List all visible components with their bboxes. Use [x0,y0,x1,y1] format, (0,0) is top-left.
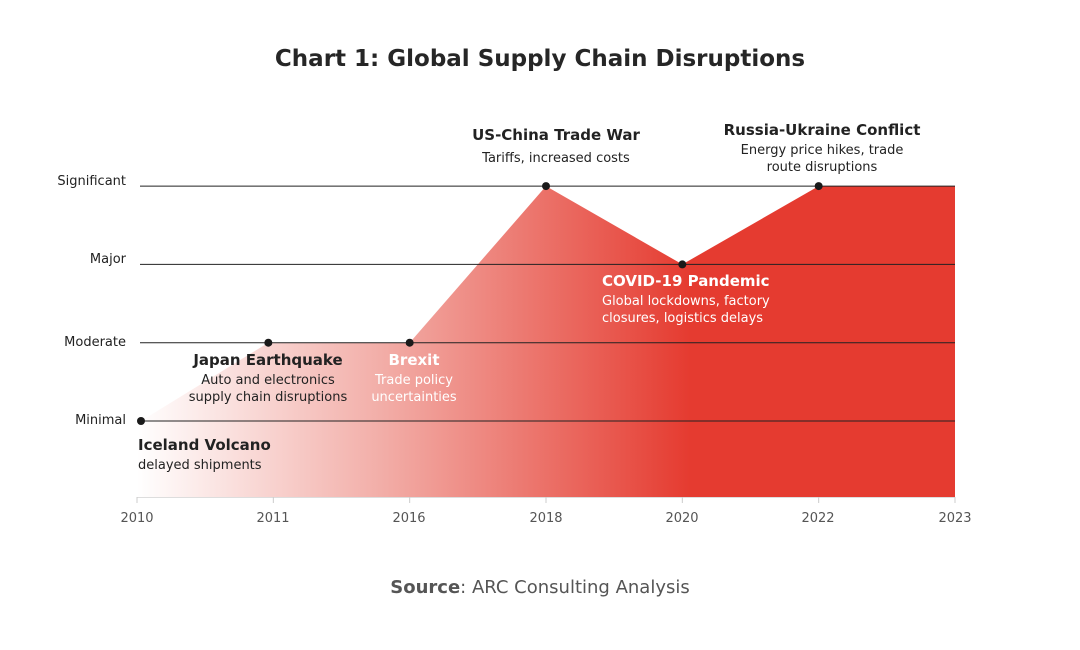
annotation-covid-19: COVID-19 Pandemic Global lockdowns, fact… [602,272,770,327]
annotation-text: Energy price hikes, trade [740,143,904,158]
annotation-title: Japan Earthquake [193,351,343,369]
y-tick-label: Minimal [75,413,126,428]
annotation-title: COVID-19 Pandemic [602,272,770,290]
annotation-text: closures, logistics delays [602,311,764,326]
x-tick-label: 2023 [938,511,972,526]
annotation-text: uncertainties [371,390,457,405]
source-text: : ARC Consulting Analysis [460,577,690,598]
annotation-text: supply chain disruptions [188,390,348,405]
annotation-us-china-trade-war: US-China Trade War Tariffs, increased co… [472,126,640,167]
annotation-iceland-volcano: Iceland Volcano delayed shipments [138,436,271,474]
y-tick-label: Major [89,252,126,267]
annotation-title: Russia-Ukraine Conflict [723,121,921,139]
data-point-2020 [678,260,687,269]
annotation-text: route disruptions [766,160,878,175]
annotation-title: US-China Trade War [472,126,640,144]
annotation-text: Trade policy [375,373,453,388]
annotation-title: Brexit [388,351,440,369]
annotation-russia-ukraine: Russia-Ukraine Conflict Energy price hik… [724,121,921,176]
annotation-brexit: Brexit Trade policy uncertainties [371,351,456,406]
x-tick-label: 2011 [256,511,290,526]
data-point-2022 [814,182,823,191]
data-point-2018 [542,182,550,191]
x-tick-label: 2010 [120,511,154,526]
area-series [137,186,955,497]
data-point-2011 [264,338,273,347]
source-note: Source: ARC Consulting Analysis [0,577,1080,598]
annotation-text: Global lockdowns, factory [602,294,770,309]
x-tick-label: 2020 [665,511,699,526]
y-tick-label: Moderate [64,335,126,350]
chart-title: Chart 1: Global Supply Chain Disruptions [274,46,806,72]
x-tick-label: 2018 [529,511,563,526]
data-point-2010 [137,417,145,425]
annotation-text: Auto and electronics [201,373,335,388]
source-label: Source [390,577,461,598]
annotation-title: Iceland Volcano [138,436,271,454]
data-point-2016 [405,338,414,347]
annotation-text: delayed shipments [138,458,262,473]
annotation-japan-earthquake: Japan Earthquake Auto and electronics su… [189,351,347,406]
y-tick-label: Significant [57,174,126,189]
annotation-text: Tariffs, increased costs [482,151,630,166]
x-tick-label: 2022 [801,511,835,526]
x-tick-label: 2016 [392,511,426,526]
